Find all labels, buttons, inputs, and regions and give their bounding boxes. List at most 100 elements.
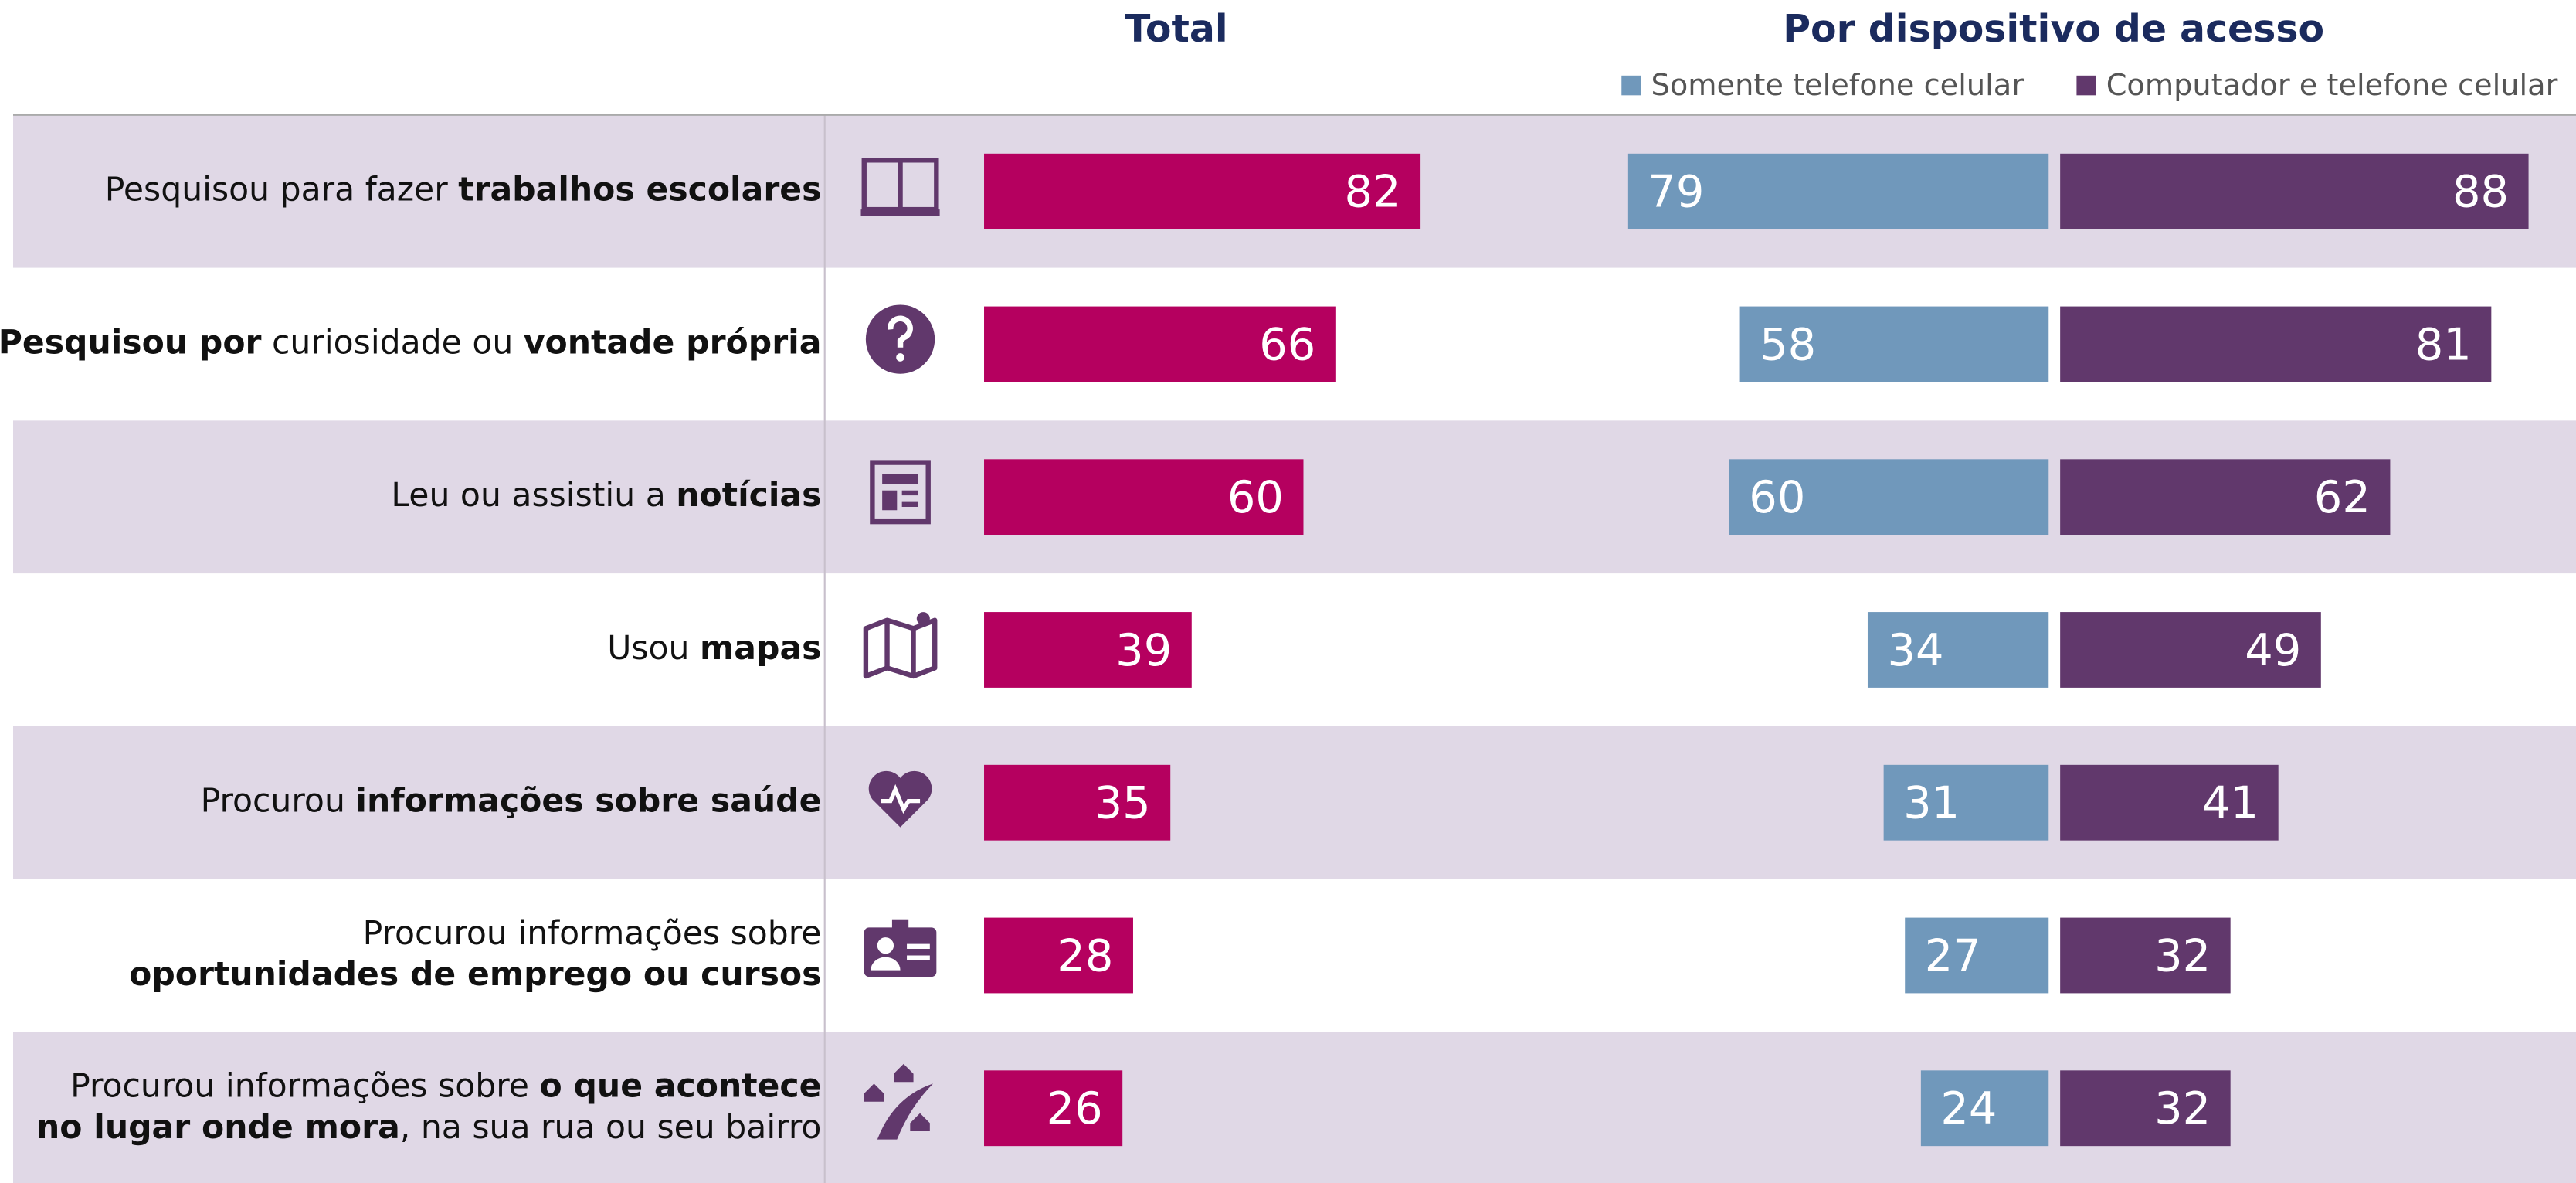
bar (1867, 612, 2049, 688)
label-part: Leu ou assistiu a (391, 477, 676, 515)
bar (2060, 764, 2279, 841)
value-label: 35 (1095, 777, 1151, 829)
legend-swatch (2076, 75, 2096, 96)
bar (1905, 917, 2049, 994)
label-part: notícias (676, 477, 821, 515)
label-part: o que acontece (539, 1067, 821, 1105)
legend-label: Somente telefone celular (1651, 68, 2024, 103)
icon (863, 617, 938, 679)
row-icon (870, 460, 931, 525)
category-label: Pesquisou por curiosidade ou vontade pró… (0, 324, 821, 362)
value-label: 24 (1940, 1083, 1997, 1134)
row-icon (863, 612, 938, 679)
icon (888, 315, 913, 348)
icon (901, 490, 918, 496)
bar (984, 153, 1421, 229)
bar (2060, 917, 2231, 994)
label-part: trabalhos escolares (458, 171, 821, 209)
label-part: Pesquisou para fazer (105, 171, 458, 209)
bar (2060, 1070, 2231, 1147)
icon (864, 1083, 884, 1102)
value-label: 81 (2415, 318, 2472, 370)
value-label: 58 (1760, 318, 1816, 370)
value-label: 39 (1115, 624, 1172, 676)
label-part: Usou (607, 629, 700, 667)
label-part: Procurou informações sobre (363, 914, 822, 952)
label-part: mapas (700, 629, 821, 667)
bar (984, 306, 1336, 382)
value-label: 66 (1259, 318, 1315, 370)
value-label: 34 (1887, 624, 1943, 676)
bar (984, 764, 1171, 841)
bar (1729, 459, 2049, 535)
value-label: 28 (1057, 930, 1113, 981)
value-label: 32 (2154, 1083, 2211, 1134)
legend-swatch (1621, 75, 1641, 96)
bar (2060, 153, 2529, 229)
label-part: no lugar onde mora (36, 1108, 400, 1146)
row-icon (865, 304, 935, 374)
bar (2060, 306, 2492, 382)
category-label: oportunidades de emprego ou cursos (129, 956, 821, 994)
bar (1883, 764, 2049, 841)
bar (984, 1070, 1123, 1147)
row-icon (864, 1063, 934, 1140)
icon (907, 943, 930, 949)
bar (1627, 153, 2049, 229)
category-label: Procurou informações sobre (363, 914, 822, 952)
icon (882, 490, 898, 511)
bar (984, 917, 1133, 994)
label-part: oportunidades de emprego ou cursos (129, 956, 821, 994)
value-label: 27 (1925, 930, 1981, 981)
value-label: 32 (2154, 930, 2211, 981)
category-label: Leu ou assistiu a notícias (391, 477, 821, 515)
bar (1739, 306, 2049, 382)
category-label: Procurou informações sobre o que acontec… (70, 1067, 821, 1105)
bar (1920, 1070, 2049, 1147)
icon (910, 1113, 930, 1132)
row-icon (868, 770, 932, 828)
value-label: 49 (2245, 624, 2301, 676)
icon (901, 501, 918, 507)
value-label: 26 (1047, 1083, 1103, 1134)
legend-label: Computador e telefone celular (2106, 68, 2558, 103)
value-label: 60 (1749, 471, 1805, 523)
row-icon (864, 919, 937, 977)
chart-title: Total (1125, 7, 1228, 51)
bar (984, 459, 1304, 535)
row-icon (860, 158, 940, 216)
label-part: Pesquisou por (0, 324, 262, 362)
value-label: 82 (1345, 166, 1401, 218)
bar (2060, 612, 2321, 688)
label-part: Procurou informações sobre (70, 1067, 539, 1105)
icon (860, 209, 940, 216)
category-label: Procurou informações sobre saúde (201, 782, 822, 820)
icon (916, 612, 930, 626)
category-label: no lugar onde mora, na sua rua ou seu ba… (36, 1108, 821, 1146)
label-part: , na sua rua ou seu bairro (400, 1108, 822, 1146)
label-part: curiosidade ou (262, 324, 524, 362)
icon (882, 474, 918, 484)
icon (870, 460, 931, 525)
value-label: 88 (2452, 166, 2509, 218)
icon (894, 1063, 914, 1083)
icon (877, 1083, 934, 1140)
label-part: informações sobre saúde (355, 782, 821, 820)
value-label: 62 (2314, 471, 2371, 523)
category-label: Pesquisou para fazer trabalhos escolares (105, 171, 822, 209)
bar (2060, 459, 2391, 535)
value-label: 31 (1903, 777, 1960, 829)
label-part: Procurou (201, 782, 356, 820)
category-label: Usou mapas (607, 629, 821, 667)
icon (871, 957, 901, 971)
chart-title: Por dispositivo de acesso (1783, 7, 2324, 51)
value-label: 60 (1227, 471, 1284, 523)
bar (984, 612, 1192, 688)
icon (877, 937, 894, 954)
icon (907, 955, 930, 960)
icon (896, 353, 904, 362)
value-label: 79 (1648, 166, 1704, 218)
value-label: 41 (2202, 777, 2259, 829)
